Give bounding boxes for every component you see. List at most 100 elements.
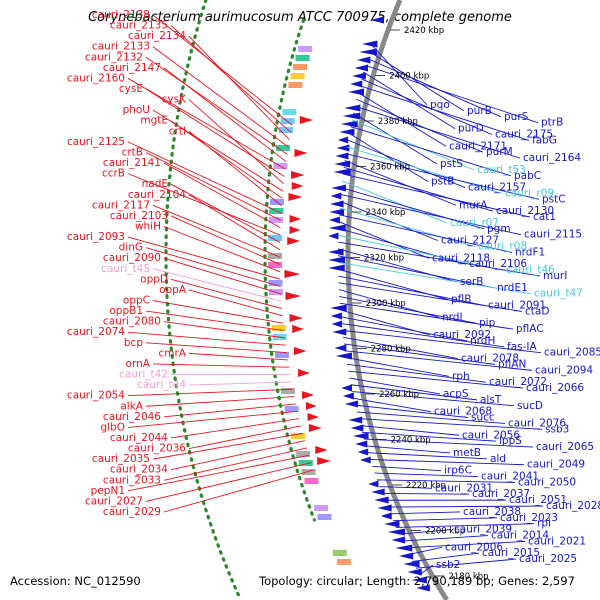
leader-line xyxy=(127,236,281,280)
leader-line xyxy=(340,316,468,342)
gene-label: cauri_2157 xyxy=(468,182,526,194)
ruler-label: 2360 kbp xyxy=(370,163,410,173)
leader-line xyxy=(145,247,281,287)
leader-line xyxy=(339,295,477,324)
leader-line xyxy=(345,153,540,200)
reverse-gene-arrow xyxy=(328,232,339,240)
leader-line xyxy=(344,160,457,206)
leader-line xyxy=(343,343,496,365)
reverse-gene-arrow xyxy=(355,440,368,448)
gene-label: mgtE xyxy=(140,115,168,127)
gene-label: cauri_2031 xyxy=(435,482,493,494)
gene-label: cauri_2035 xyxy=(92,453,150,465)
gene-label: metB xyxy=(453,447,481,459)
leader-line xyxy=(405,540,526,549)
leader-line xyxy=(188,381,292,386)
gene-label: cauri_2049 xyxy=(527,459,585,471)
forward-gene-arrow xyxy=(298,369,311,377)
leader-line xyxy=(392,517,498,522)
forward-gene-arrow xyxy=(292,325,304,333)
gene-label: cauri_2090 xyxy=(103,252,161,264)
gene-label: nrdF1 xyxy=(515,246,545,258)
gene-label: whiH xyxy=(135,220,161,232)
leader-line xyxy=(347,139,466,188)
gene-label: cauri_2037 xyxy=(472,488,530,500)
gene-label: nrdH xyxy=(470,335,495,347)
forward-gene-arrow xyxy=(287,237,301,245)
leader-line xyxy=(371,44,428,106)
reverse-gene-arrow xyxy=(368,480,379,488)
forward-gene-arrow xyxy=(289,215,301,223)
forward-gene-arrow xyxy=(307,413,320,421)
gene-label: cauri_2134 xyxy=(128,30,186,42)
gene-label: oppD xyxy=(140,273,168,285)
forward-gene-arrow xyxy=(285,292,302,300)
reverse-gene-arrow xyxy=(387,528,405,536)
leader-line xyxy=(359,85,530,141)
gene-label: phoU xyxy=(123,104,150,116)
gene-label: glbO xyxy=(100,421,125,433)
cog-block xyxy=(282,109,297,115)
leader-line xyxy=(163,257,282,295)
forward-gene-arrow xyxy=(289,226,301,234)
leader-line xyxy=(188,130,283,207)
reverse-gene-arrow xyxy=(331,320,342,328)
ruler-label: 2220 kbp xyxy=(406,481,446,491)
leader-line xyxy=(365,445,451,454)
gene-label: cauri_2130 xyxy=(496,205,554,217)
gene-label: fas-IA xyxy=(507,341,537,353)
ruler-label: 2400 kbp xyxy=(389,72,429,82)
kbp-ruler: 2420 kbp 2400 kbp 2380 kbp 2360 kbp 2340 kbp… xyxy=(350,26,489,582)
leader-line xyxy=(398,529,452,535)
reverse-gene-arrow xyxy=(371,488,385,496)
gene-label: ccrB xyxy=(102,168,125,180)
leader-line xyxy=(170,278,283,309)
leader-line xyxy=(340,194,522,236)
cog-block xyxy=(298,460,313,466)
reverse-gene-arrow xyxy=(395,544,413,552)
cog-block xyxy=(271,325,286,331)
gene-label: cauri_r09 xyxy=(505,187,554,199)
cog-block xyxy=(278,127,293,133)
leader-line xyxy=(408,546,443,556)
leader-line xyxy=(346,363,487,383)
cog-block xyxy=(317,514,332,520)
gene-label: cauri_2033 xyxy=(103,474,161,486)
forward-gene-arrow xyxy=(284,270,301,278)
gene-label: nrdE1 xyxy=(497,282,528,294)
cog-block xyxy=(268,235,283,241)
reverse-gene-arrow xyxy=(342,392,354,400)
leader-line xyxy=(152,432,303,460)
reverse-gene-arrow xyxy=(384,520,400,528)
leader-line xyxy=(145,152,282,221)
gene-label: oppB1 xyxy=(109,305,143,317)
reverse-gene-arrow xyxy=(403,560,420,568)
leader-line xyxy=(145,56,288,155)
gene-label: cauri_2164 xyxy=(523,152,581,164)
leader-line xyxy=(367,58,502,118)
gene-label: ald xyxy=(490,453,506,465)
cog-block xyxy=(290,73,305,79)
leader-line xyxy=(163,403,296,418)
reverse-gene-arrow xyxy=(348,416,363,424)
leader-line xyxy=(163,469,314,513)
gene-label: nrdI xyxy=(442,311,463,323)
leader-line xyxy=(152,363,289,368)
gene-label: cauri_2125 xyxy=(67,136,125,148)
gene-label: pstC xyxy=(542,193,566,205)
gene-label: cauri_2138 xyxy=(92,9,150,21)
ruler-label: 2260 kbp xyxy=(379,390,419,400)
leader-line xyxy=(145,462,312,502)
leader-line xyxy=(369,51,465,112)
gene-label: cauri_2127 xyxy=(441,235,499,247)
gene-label: ssb3 xyxy=(545,423,569,435)
gene-label: cauri_t44 xyxy=(137,379,186,391)
forward-gene-arrow xyxy=(291,182,304,190)
leader-line xyxy=(342,336,459,360)
leader-line xyxy=(419,564,434,576)
gene-label: pip xyxy=(479,317,496,329)
leader-line xyxy=(348,370,524,389)
gene-label: cmrA xyxy=(158,347,186,359)
gene-label: purB xyxy=(467,105,492,117)
gene-label: cauri_2160 xyxy=(67,72,125,84)
